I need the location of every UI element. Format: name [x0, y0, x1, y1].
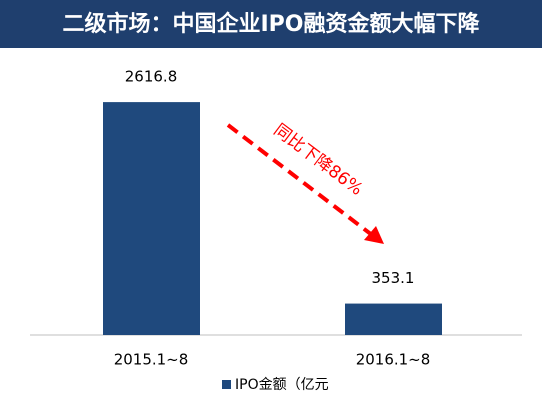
arrow-head: [364, 226, 384, 244]
bar: [103, 102, 200, 335]
title-bar: [0, 0, 542, 48]
bar: [345, 303, 442, 335]
legend-swatch: [222, 380, 231, 389]
legend-label: IPO金额（亿元: [235, 377, 329, 393]
value-label: 2616.8: [125, 68, 178, 86]
annotation: 同比下降86%: [270, 120, 367, 200]
value-label: 353.1: [372, 269, 415, 287]
trend-arrow: [226, 123, 374, 237]
x-tick-label: 2015.1~8: [114, 351, 189, 369]
chart-title: 二级市场：中国企业IPO融资金额大幅下降: [62, 11, 480, 37]
x-tick-label: 2016.1~8: [356, 351, 431, 369]
